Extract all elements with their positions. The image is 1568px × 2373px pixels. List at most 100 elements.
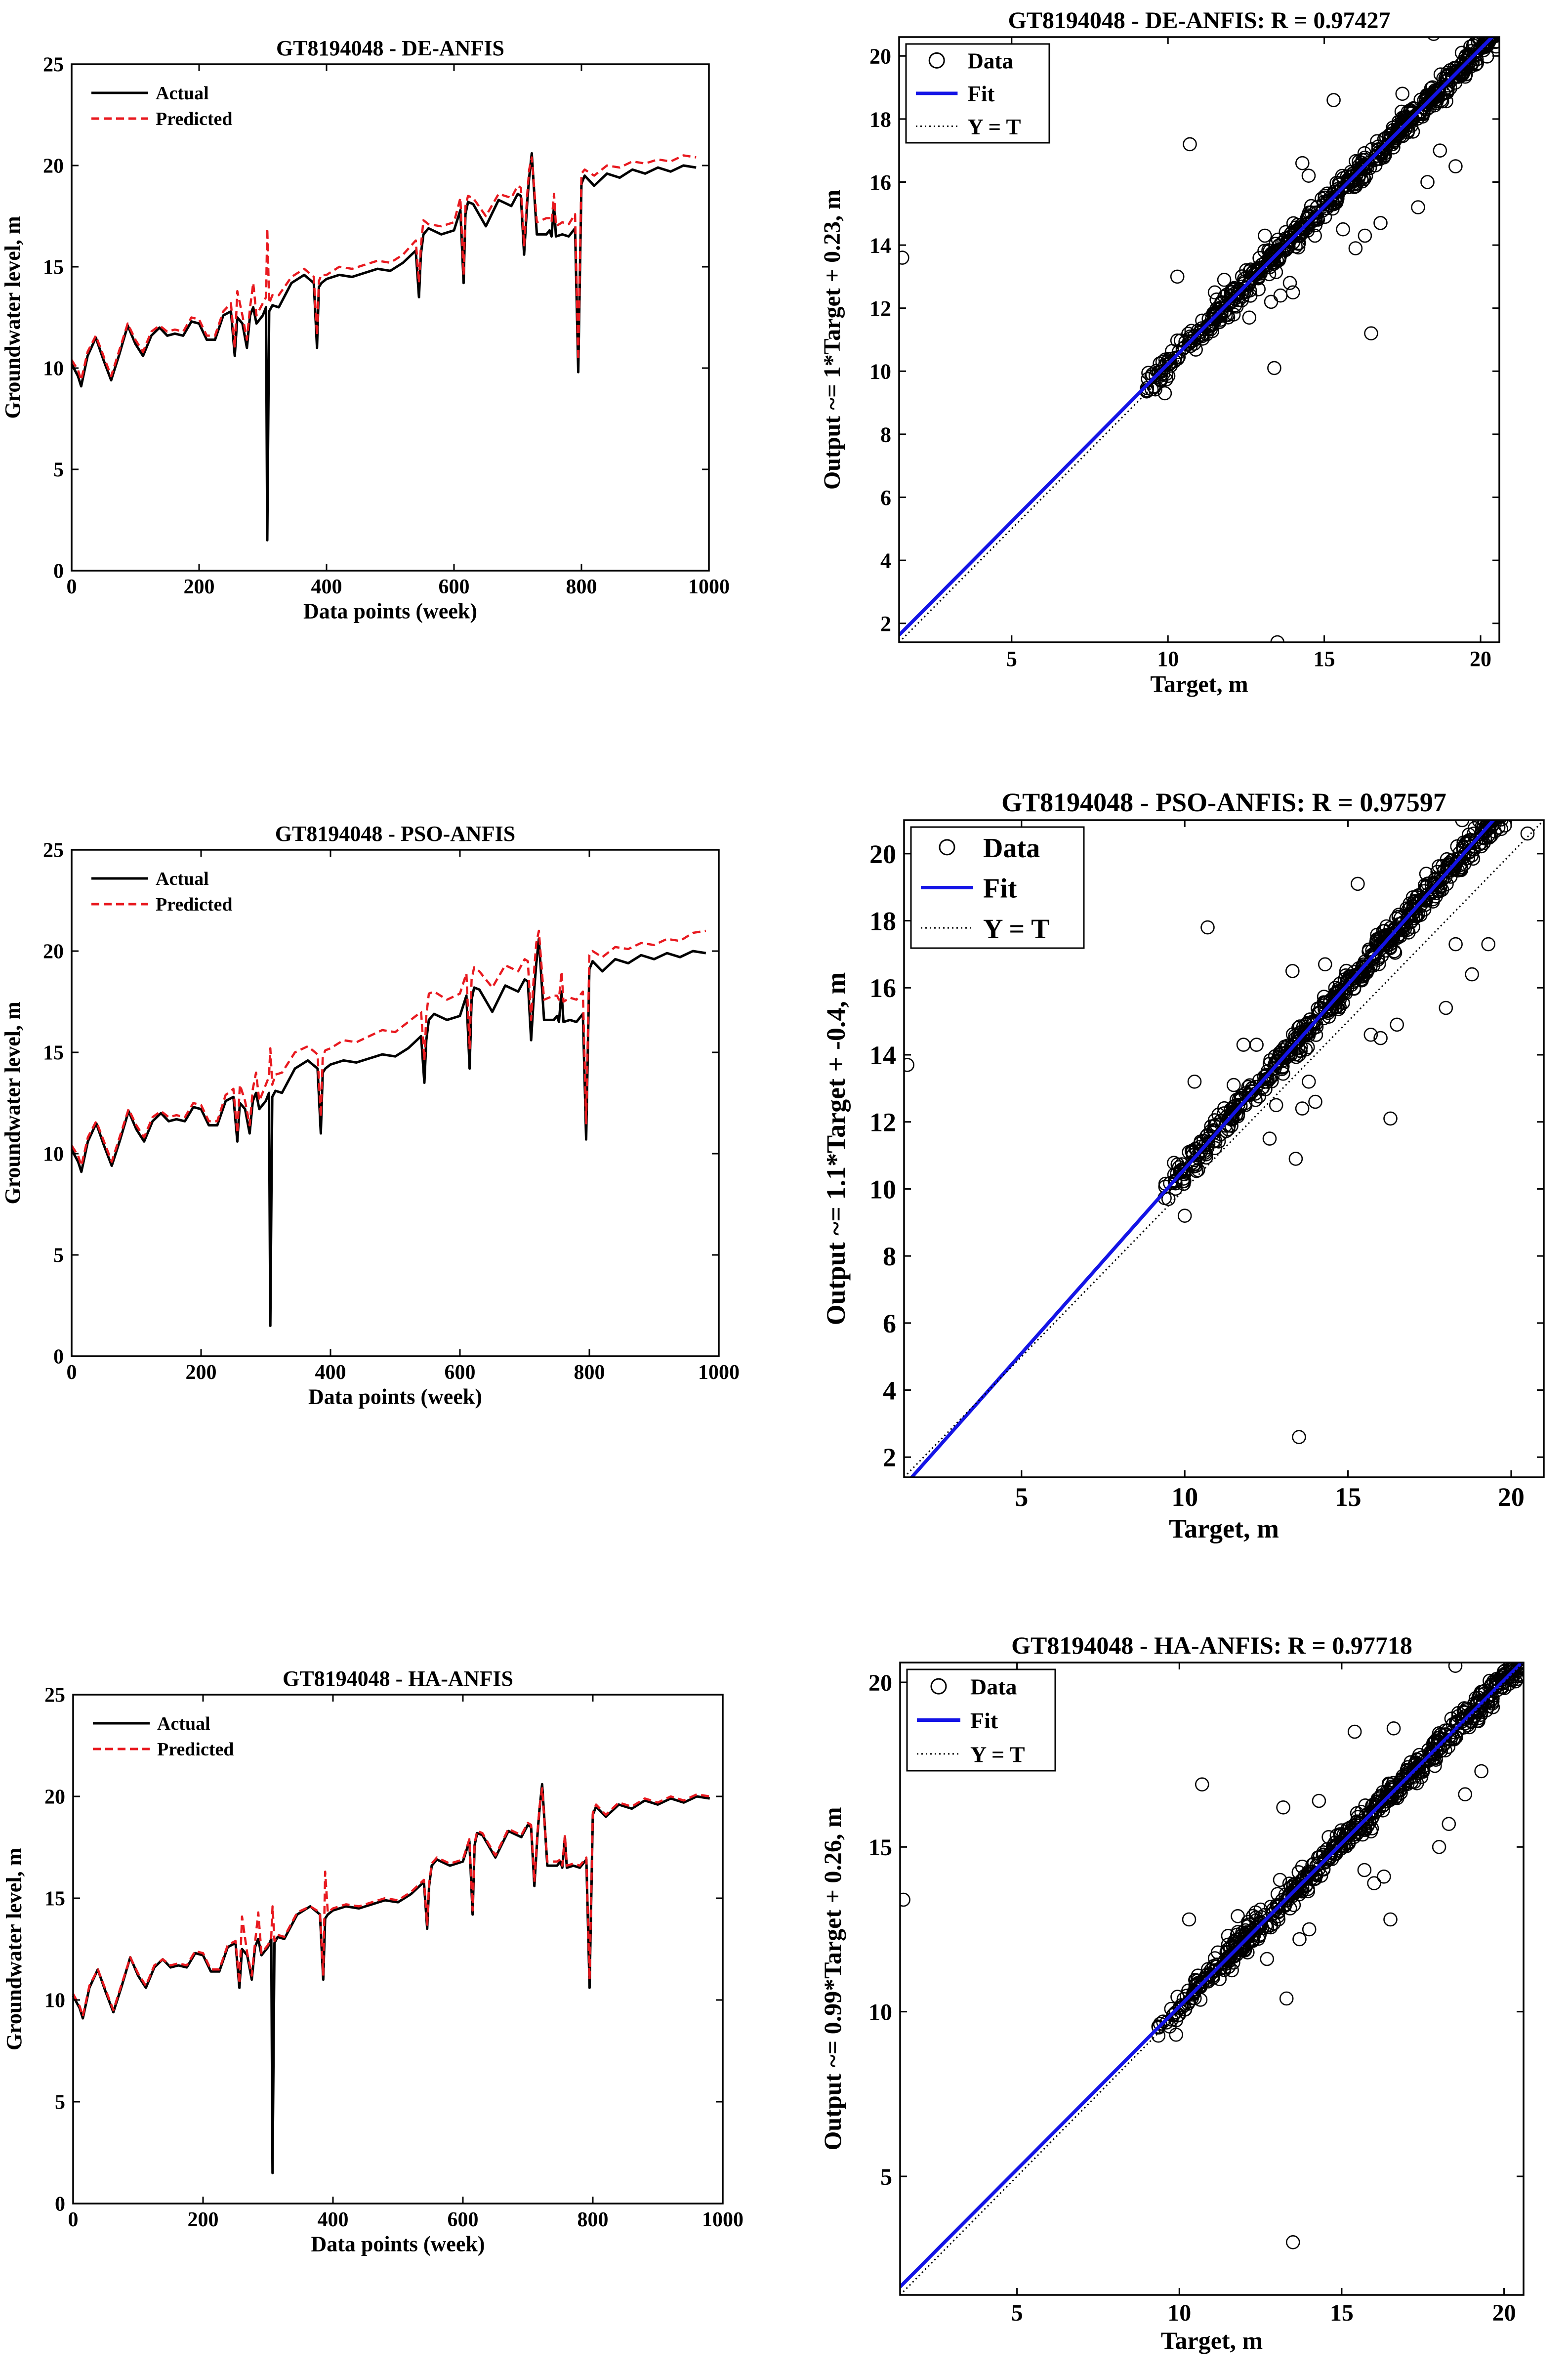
- sc_pso-data-point: [1225, 1111, 1239, 1125]
- sc_ha-panel: 5 10 15 20 5 10 15 20 GT8194048 - HA-ANFIS: R = …: [819, 1631, 1525, 2354]
- sc_ha-xtick-label: 20: [1492, 2300, 1516, 2326]
- sc_ha-outlier-point: [1377, 1870, 1391, 1884]
- sc_pso-data-point: [1495, 805, 1508, 818]
- sc_pso-ytick-label: 10: [869, 1174, 896, 1204]
- sc_pso-outlier-point: [1302, 1075, 1316, 1089]
- sc_pso-data-point: [1515, 787, 1527, 799]
- ts_pso-x-axis-label: Data points (week): [308, 1384, 482, 1409]
- sc_de-outlier-point: [1251, 282, 1266, 296]
- sc_pso-data-point: [1417, 878, 1432, 893]
- sc_de-outlier-point: [1264, 294, 1279, 309]
- sc_pso-data-point: [1504, 787, 1517, 799]
- sc_de-outlier-point: [1239, 263, 1253, 278]
- sc_ha-legend-label-1: Data: [970, 1674, 1017, 1700]
- ts_ha-ytick-label: 25: [44, 1684, 65, 1707]
- sc_de-outlier-point: [1217, 272, 1232, 287]
- sc_de-outlier-point: [1270, 244, 1284, 259]
- sc_pso-data-point: [1301, 1040, 1315, 1054]
- ts_pso-panel: 0 200 400 600 800 1000 0 5 10 15 20 25 GT8194048 - P…: [0, 822, 740, 1409]
- sc_ha-data-point: [1230, 1941, 1244, 1956]
- sc_de-data-point: [1492, 37, 1498, 38]
- ts_ha-series-actual-line: [72, 1783, 710, 2174]
- sc_ha-outlier-point: [1286, 2235, 1300, 2249]
- sc_pso-data-point: [1512, 774, 1525, 787]
- sc_pso-outlier-point: [1390, 1017, 1404, 1032]
- sc_de-panel: 5 10 15 20 2 4 6 8 10 12 14 16 18 20 GT8194048 - DE-AN…: [819, 7, 1504, 698]
- sc_de-data-point: [1497, 37, 1499, 38]
- sc_ha-outlier-point: [1273, 1873, 1287, 1887]
- sc_ha-data-point: [1314, 1869, 1328, 1883]
- sc_de-ytick-label: 14: [869, 233, 891, 257]
- sc_ha-outlier-point: [900, 1892, 910, 1907]
- sc_pso-outlier-point: [1288, 1152, 1303, 1166]
- sc_ha-data-point: [1443, 1729, 1457, 1744]
- ts_pso-ytick-label: 20: [43, 941, 64, 963]
- sc_de-data-point: [1255, 260, 1269, 275]
- sc_pso-xtick-label: 5: [1015, 1482, 1028, 1512]
- sc_de-data-point: [1243, 262, 1258, 277]
- sc_pso-legend-label-3: Y = T: [983, 914, 1050, 944]
- ts_de-series-predicted-line: [71, 154, 697, 381]
- sc_ha-outlier-point: [1347, 1724, 1362, 1739]
- sc_pso-data-point: [1435, 859, 1450, 873]
- sc_pso-data-point: [1519, 794, 1531, 807]
- sc_pso-data-point: [1519, 785, 1531, 798]
- sc_de-outlier-point: [1454, 45, 1469, 60]
- sc_de-plot-area: [899, 16, 1504, 642]
- ts_ha-panel: 0 200 400 600 800 1000 0 5 10 15 20 25 GT8194048 - H…: [2, 1666, 743, 2256]
- sc_ha-data-point: [1191, 1980, 1205, 1995]
- ts_pso-axes-frame: [71, 849, 720, 1357]
- sc_ha-outlier-point: [1260, 1952, 1274, 1966]
- sc_pso-data-point: [1440, 876, 1454, 891]
- sc_de-data-point: [1439, 94, 1453, 109]
- sc_ha-fit-line: [900, 1663, 1524, 2289]
- sc_pso-ytick-label: 12: [869, 1108, 896, 1137]
- sc_de-data-point: [1162, 356, 1177, 371]
- sc_pso-data-point: [1374, 936, 1389, 951]
- sc_de-data-point: [1391, 122, 1406, 136]
- sc_de-outlier-point: [1373, 216, 1388, 230]
- sc_pso-chart-title: GT8194048 - PSO-ANFIS: R = 0.97597: [1001, 788, 1446, 817]
- sc_pso-data-point: [1501, 799, 1514, 812]
- ts_de-ytick-label: 10: [43, 358, 64, 380]
- sc_de-data-point: [1491, 16, 1504, 29]
- sc_pso-data-point: [1518, 780, 1530, 792]
- ts_pso-chart-title: GT8194048 - PSO-ANFIS: [275, 822, 515, 846]
- sc_pso-data-point: [1208, 1141, 1222, 1155]
- sc_de-data-point: [1340, 173, 1355, 188]
- sc_pso-outlier-point: [1481, 937, 1495, 952]
- sc_de-axes-frame: [898, 36, 1500, 643]
- sc_ha-xtick-label: 5: [1011, 2300, 1023, 2326]
- sc_de-data-point: [1491, 37, 1499, 41]
- sc_pso-data-point: [1495, 800, 1508, 813]
- ts_de-chart-title: GT8194048 - DE-ANFIS: [276, 36, 504, 60]
- sc_pso-data-point: [1509, 798, 1522, 811]
- ts_ha-xtick-label: 0: [68, 2208, 79, 2231]
- sc_pso-data-point: [1211, 1107, 1226, 1122]
- sc_ha-legend-data-marker: [930, 1678, 947, 1695]
- sc_ha-data-point: [1450, 1716, 1465, 1731]
- sc_ha-plot-area: [900, 1663, 1524, 2295]
- sc_ha-data-point: [1403, 1755, 1418, 1770]
- sc_ha-data-point: [1271, 1899, 1285, 1914]
- sc_pso-data-point: [1512, 790, 1525, 803]
- ts_pso-ytick-label: 15: [43, 1042, 64, 1065]
- sc_de-data-point: [1495, 37, 1499, 38]
- sc_pso-data-point: [1497, 798, 1510, 811]
- sc_pso-data-point: [1276, 1066, 1290, 1081]
- sc_de-outlier-point: [1348, 241, 1363, 255]
- sc_de-legend-label-3: Y = T: [967, 115, 1021, 139]
- sc_de-data-point: [1294, 220, 1309, 235]
- sc_pso-outlier-point: [1285, 964, 1300, 978]
- sc_pso-outlier-point: [1295, 1101, 1310, 1116]
- sc_pso-ytick-label: 6: [883, 1309, 896, 1338]
- ts_de-x-axis-label: Data points (week): [303, 599, 477, 623]
- sc_pso-data-point: [1493, 803, 1506, 816]
- sc_pso-outlier-point: [1262, 1131, 1277, 1146]
- ts_pso-xtick-label: 400: [315, 1361, 346, 1384]
- ts_ha-legend-actual-label: Actual: [157, 1713, 210, 1734]
- sc_ha-outlier-point: [1367, 1876, 1381, 1890]
- sc_pso-data-point: [1405, 907, 1420, 921]
- ts_ha-xtick-label: 1000: [702, 2208, 743, 2231]
- sc_de-data-point: [1195, 321, 1209, 335]
